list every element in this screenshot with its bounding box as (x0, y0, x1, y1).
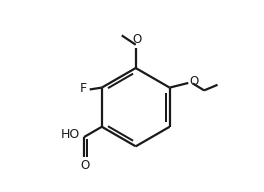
Text: F: F (79, 82, 87, 95)
Text: O: O (81, 159, 90, 172)
Text: O: O (189, 75, 199, 88)
Text: O: O (132, 33, 141, 46)
Text: HO: HO (61, 128, 80, 141)
